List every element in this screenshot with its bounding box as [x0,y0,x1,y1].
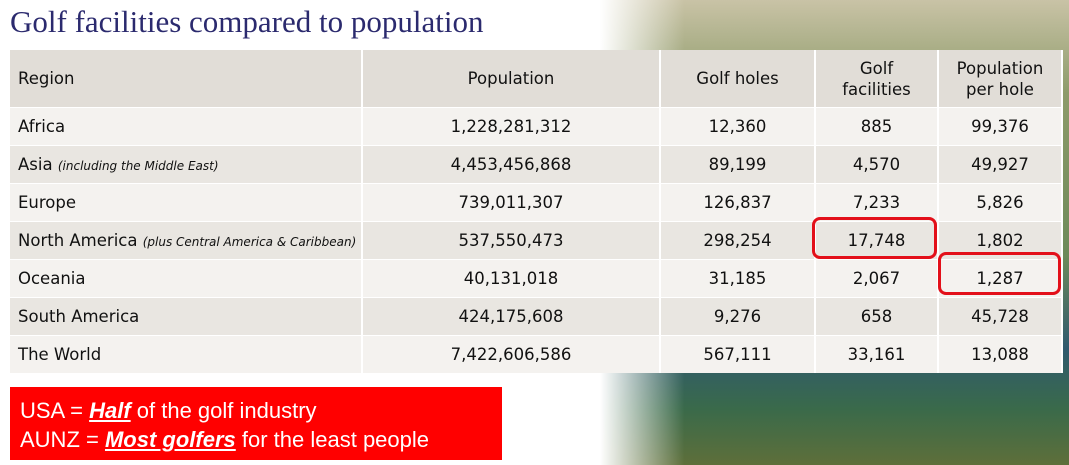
value-cell: 7,233 [815,183,939,222]
region-name: Oceania [18,269,86,288]
value-cell: 658 [815,297,939,336]
value-cell: 1,228,281,312 [362,107,661,146]
value-cell: 7,422,606,586 [362,335,661,373]
value-cell: 5,826 [938,183,1063,222]
region-cell: Oceania [10,259,363,298]
value-cell: 126,837 [660,183,816,222]
value-cell: 12,360 [660,107,816,146]
region-note: (including the Middle East) [57,159,219,173]
value-cell: 885 [815,107,939,146]
value-cell: 45,728 [938,297,1063,336]
callout-line: USA = Half of the golf industry [20,396,502,425]
header-text: facilities [842,79,911,99]
emphasis: Half [89,398,131,423]
value-cell: 537,550,473 [362,221,661,260]
column-header: Region [10,50,363,108]
header-text: Population [956,58,1044,78]
table-body: Africa 1,228,281,312 12,360 885 99,376 Asia (… [10,107,1063,373]
header-text: Golf [859,58,894,78]
value-cell: 4,453,456,868 [362,145,661,184]
header-text: Population [467,69,555,88]
callout-text: for the least people [235,427,430,452]
callout-line: AUNZ = Most golfers for the least people [20,425,502,454]
table-row: Africa 1,228,281,312 12,360 885 99,376 [10,107,1063,146]
value-cell: 40,131,018 [362,259,661,298]
header-text: Region [18,69,75,88]
callout-box: USA = Half of the golf industry AUNZ = Mo… [10,387,502,460]
table-row: North America (plus Central America & Ca… [10,221,1063,260]
value-cell: 2,067 [815,259,939,298]
value-cell: 13,088 [938,335,1063,373]
header-row: Region Population Golf holes Golf facilities… [10,50,1063,108]
region-note: (plus Central America & Caribbean) [142,235,357,249]
region-name: Africa [18,117,66,136]
region-cell: Africa [10,107,363,146]
value-cell: 298,254 [660,221,816,260]
column-header: Golf holes [660,50,816,108]
value-cell: 567,111 [660,335,816,373]
region-name: Europe [18,193,77,212]
value-cell: 739,011,307 [362,183,661,222]
column-header: Golf facilities [815,50,939,108]
region-cell: North America (plus Central America & Ca… [10,221,363,260]
highlight-box [812,217,937,259]
callout-text: of the golf industry [130,398,317,423]
value-cell: 99,376 [938,107,1063,146]
column-header: Population per hole [938,50,1063,108]
value-cell: 4,570 [815,145,939,184]
region-cell: Asia (including the Middle East) [10,145,363,184]
value-cell: 1,287 [938,259,1063,298]
emphasis: Most golfers [104,427,236,452]
table-row: Europe 739,011,307 126,837 7,233 5,826 [10,183,1063,222]
value-cell: 424,175,608 [362,297,661,336]
value-cell: 49,927 [938,145,1063,184]
region-cell: South America [10,297,363,336]
table-row: Oceania 40,131,018 31,185 2,067 1,287 [10,259,1063,298]
header-text: Golf holes [696,69,779,88]
region-name: The World [18,345,102,364]
callout-text: AUNZ = [20,427,105,452]
table-row: Asia (including the Middle East) 4,453,45… [10,145,1063,184]
region-name: Asia [18,155,53,174]
region-cell: The World [10,335,363,373]
header-text: per hole [966,79,1034,99]
value-cell: 9,276 [660,297,816,336]
callout-text: USA = [20,398,90,423]
table-row: South America 424,175,608 9,276 658 45,728 [10,297,1063,336]
slide-title: Golf facilities compared to population [10,4,484,39]
region-cell: Europe [10,183,363,222]
highlight-box [938,252,1061,295]
table-row: The World 7,422,606,586 567,111 33,161 13,08… [10,335,1063,373]
region-name: North America [18,231,138,250]
region-name: South America [18,307,140,326]
value-cell: 31,185 [660,259,816,298]
data-table: Region Population Golf holes Golf facilities… [10,50,1063,373]
value-cell: 89,199 [660,145,816,184]
value-cell: 33,161 [815,335,939,373]
value-cell: 17,748 [815,221,939,260]
column-header: Population [362,50,661,108]
